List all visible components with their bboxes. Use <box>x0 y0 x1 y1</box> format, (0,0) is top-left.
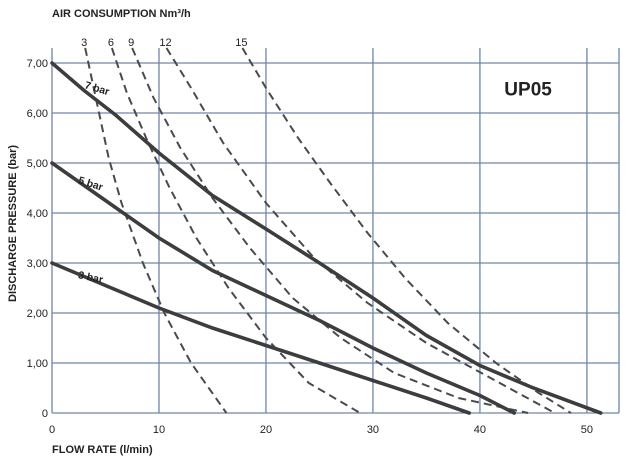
series-label: 3 bar <box>77 269 104 286</box>
chart-grid: 0 1,00 2,00 3,00 4,00 5,00 6,00 7,00 0 10 20 30 40 50 <box>27 48 619 436</box>
x-tick-label: 0 <box>49 424 55 436</box>
y-tick-label: 2,00 <box>27 308 48 320</box>
y-tick-label: 7,00 <box>27 58 48 70</box>
chart-labels: 7 bar5 bar3 bar <box>77 79 111 286</box>
y-tick-label: 0 <box>42 408 48 420</box>
x-tick-label: 40 <box>474 424 486 436</box>
series-label: 7 bar <box>83 79 111 98</box>
x-tick-label: 20 <box>260 424 272 436</box>
pressure-curve <box>52 263 469 413</box>
air-consumption-curves: 3 6 9 12 15 <box>81 37 571 413</box>
air-consumption-label: 12 <box>159 37 171 49</box>
air-consumption-label: 3 <box>81 37 87 49</box>
air-consumption-label: 15 <box>235 37 247 49</box>
x-tick-label: 50 <box>581 424 593 436</box>
air-consumption-curve <box>167 48 555 413</box>
y-axis-title: DISCHARGE PRESSURE (bar) <box>7 145 19 302</box>
model-label: UP05 <box>504 80 552 101</box>
y-tick-label: 5,00 <box>27 158 48 170</box>
x-tick-label: 30 <box>367 424 379 436</box>
y-tick-label: 6,00 <box>27 108 48 120</box>
y-tick-label: 1,00 <box>27 358 48 370</box>
x-axis-title: FLOW RATE (l/min) <box>52 444 153 456</box>
top-axis-title: AIR CONSUMPTION Nm³/h <box>52 8 191 20</box>
y-tick-label: 4,00 <box>27 208 48 220</box>
air-consumption-label: 6 <box>108 37 114 49</box>
air-consumption-label: 9 <box>128 37 134 49</box>
x-tick-label: 10 <box>153 424 165 436</box>
y-tick-label: 3,00 <box>27 258 48 270</box>
air-consumption-curve <box>242 48 571 413</box>
